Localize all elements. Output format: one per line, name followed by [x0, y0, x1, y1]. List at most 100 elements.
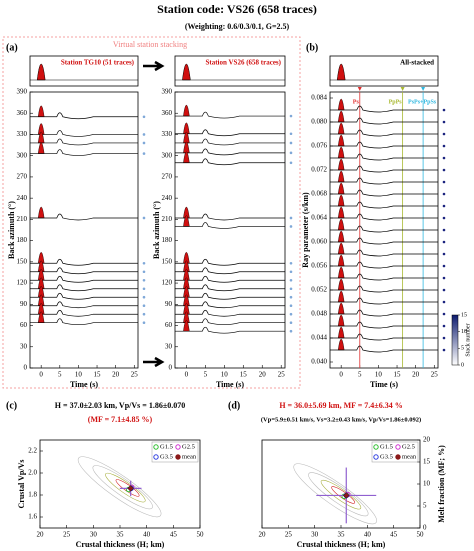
trace-count	[142, 261, 146, 265]
trace	[330, 213, 438, 221]
stacked-pulse	[336, 63, 346, 81]
arrow	[143, 60, 165, 72]
trace-pulse	[337, 338, 345, 351]
trace-count	[442, 108, 446, 112]
trace-pulse	[337, 170, 345, 183]
trace	[330, 297, 438, 305]
trace-pulse	[337, 266, 345, 279]
colorbar-tick-label: 0	[461, 362, 464, 368]
trace	[330, 153, 438, 161]
plot-frame	[29, 91, 139, 369]
panel-subtitle: (Vp=5.9±0.51 km/s, Vs=3.2±0.43 km/s, Vp/…	[261, 416, 421, 423]
stack-frame	[329, 55, 439, 87]
y-tick-label: 0.076	[311, 142, 327, 150]
trace-pulse	[337, 146, 345, 159]
trace-pulse	[183, 151, 190, 163]
colorbar-tick-label: 15	[461, 312, 467, 318]
trace-count	[142, 141, 146, 145]
trace-count	[442, 348, 446, 352]
trace	[175, 284, 285, 292]
trace-count	[442, 180, 446, 184]
x-axis-label: Crustal thickness (H; km)	[297, 540, 386, 549]
trace-count	[142, 295, 146, 299]
contour	[77, 456, 162, 518]
y-tick-label: 1.8	[28, 491, 37, 499]
trace-count	[142, 304, 146, 308]
legend-marker	[153, 454, 159, 460]
arrow	[143, 356, 165, 368]
trace-pulse	[337, 242, 345, 255]
legend-label: mean	[402, 453, 417, 460]
trace	[30, 112, 138, 120]
y-tick-label: 1.6	[28, 513, 37, 521]
phase-label: PpPs	[389, 99, 403, 105]
x-tick-label: 30	[90, 531, 98, 539]
phase-marker	[421, 87, 426, 91]
y-tick-label: 60	[165, 321, 173, 329]
y-tick-label: 270	[162, 173, 173, 181]
contour	[115, 479, 140, 497]
trace	[175, 318, 285, 326]
trace-count	[442, 300, 446, 304]
x-tick-label: 30	[311, 531, 319, 539]
trace	[175, 267, 285, 275]
y-tick-label: 60	[20, 321, 28, 329]
trace-pulse	[337, 98, 345, 111]
trace	[330, 237, 438, 245]
trace	[30, 130, 138, 137]
trace-pulse	[337, 254, 345, 267]
legend-marker	[373, 454, 379, 460]
phase-marker	[400, 87, 405, 91]
trace-pulse	[37, 206, 45, 219]
stack-legend: Station VS26 (658 traces)	[205, 59, 281, 67]
trace-count	[442, 288, 446, 292]
phase-label: PsPs+PpSs	[408, 99, 437, 105]
trace-count	[142, 270, 146, 274]
trace-pulse	[337, 230, 345, 243]
contour	[293, 463, 377, 525]
trace	[175, 222, 285, 229]
panel-a-box	[2, 36, 301, 389]
trace-count	[442, 324, 446, 328]
x-axis-label: Time (s)	[216, 380, 244, 389]
trace-pulse	[337, 122, 345, 135]
y-tick-label: 15	[423, 458, 431, 466]
trace-count	[289, 151, 293, 155]
x-tick-label: 5	[358, 371, 362, 379]
trace-count	[442, 204, 446, 208]
x-tick-label: 25	[278, 371, 286, 379]
trace	[330, 129, 438, 137]
trace-count	[142, 133, 146, 136]
trace	[175, 158, 285, 166]
trace-count	[142, 216, 146, 220]
y-axis-label: Crustal Vp/Vs	[17, 460, 26, 509]
trace	[30, 284, 138, 292]
legend-label: G1.5	[160, 443, 173, 450]
trace-count	[289, 287, 293, 291]
trace	[175, 111, 285, 119]
x-tick-label: 0	[185, 371, 189, 379]
x-axis-label: Time (s)	[370, 380, 398, 389]
trace-count	[442, 228, 446, 232]
trace	[30, 213, 138, 221]
y-tick-label: 120	[17, 279, 28, 287]
trace-count	[289, 304, 293, 308]
contour	[308, 472, 369, 517]
y-tick-label: 0.072	[311, 166, 327, 174]
trace-pulse	[337, 134, 345, 147]
legend-label: mean	[182, 453, 197, 460]
phase-label: Ps	[353, 99, 360, 105]
legend-label: G2.5	[402, 443, 415, 450]
x-axis-label: Time (s)	[70, 380, 98, 389]
x-tick-label: 20	[259, 531, 267, 539]
y-tick-label: 360	[162, 109, 173, 117]
x-tick-label: 15	[94, 371, 102, 379]
trace-count	[289, 161, 293, 165]
x-tick-label: 25	[63, 531, 71, 539]
stack-frame	[174, 55, 286, 87]
trace-pulse	[37, 105, 45, 117]
y-tick-label: 0.064	[311, 214, 327, 222]
trace	[330, 261, 438, 269]
x-tick-label: 20	[37, 531, 45, 539]
